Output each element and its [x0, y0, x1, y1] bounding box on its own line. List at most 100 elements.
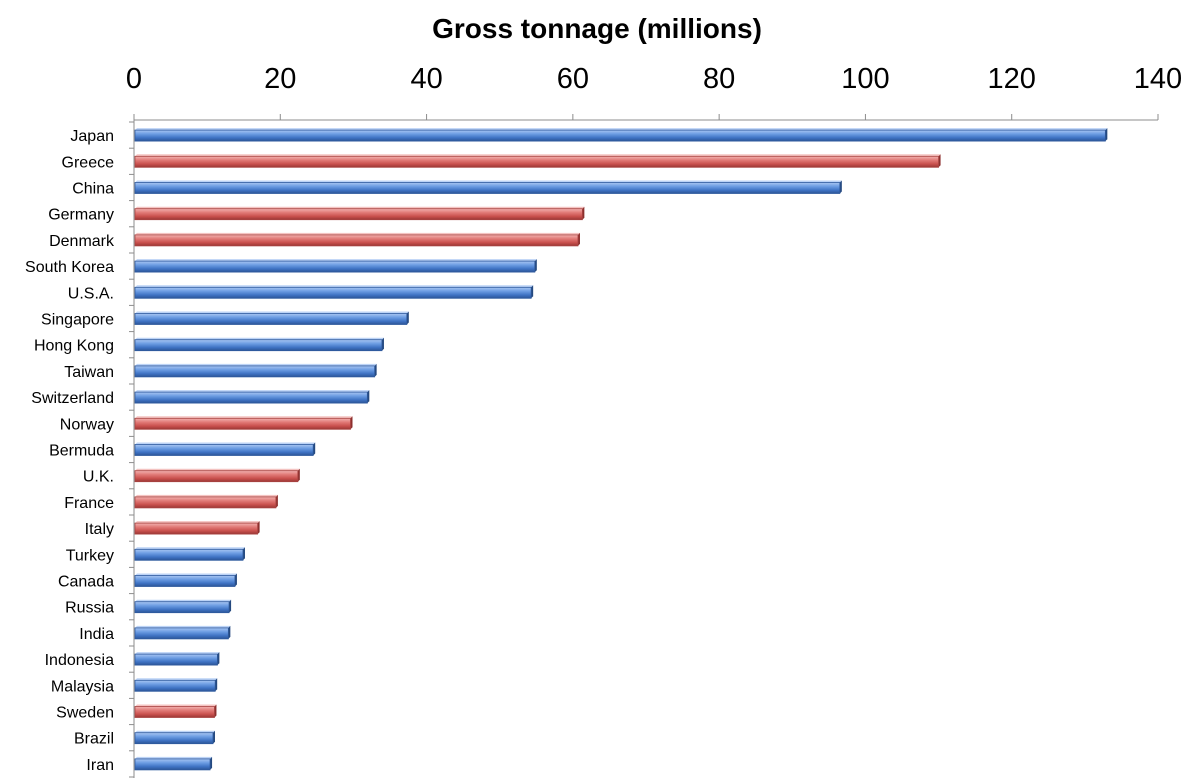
bar-top-face [135, 232, 580, 235]
bar-bermuda [134, 442, 316, 456]
bar-front-face [134, 260, 536, 273]
bar-front-face [134, 365, 376, 378]
x-tick-label: 20 [264, 63, 296, 95]
bar-front-face [134, 444, 314, 456]
bar-indonesia [134, 652, 220, 666]
bar-front-face [134, 286, 532, 299]
bar-front-face [134, 417, 351, 430]
bar-front-face [134, 758, 211, 771]
bar-front-face [134, 208, 583, 221]
bar-china [134, 180, 842, 194]
axis-layer: 0 20 40 60 80 100 120 140 [126, 63, 1182, 778]
bar-side-face [228, 625, 231, 639]
bar-top-face [135, 521, 260, 524]
category-label: Malaysia [51, 678, 114, 695]
bar-top-face [135, 390, 370, 393]
bar-top-face [135, 154, 941, 157]
bar-greece [134, 154, 941, 168]
category-label: Greece [62, 154, 115, 171]
bar-taiwan [134, 363, 377, 378]
bar-side-face [534, 259, 537, 273]
bar-top-face [135, 494, 278, 497]
category-label: Turkey [66, 547, 114, 564]
bar-front-face [134, 575, 236, 587]
chart-title: Gross tonnage (millions) [432, 13, 762, 44]
bar-layer: Japan Greece China Germany Denmark South Kore… [25, 128, 1108, 774]
bar-top-face [135, 259, 537, 262]
category-label: Germany [48, 207, 114, 224]
bar-side-face [577, 232, 580, 246]
bar-front-face [134, 679, 216, 692]
category-label: Sweden [56, 705, 114, 722]
bar-switzerland [134, 390, 370, 404]
bar-side-face [214, 704, 217, 718]
bar-side-face [313, 442, 316, 456]
bar-norway [134, 416, 353, 430]
bar-side-face [406, 311, 409, 325]
bar-top-face [135, 337, 384, 340]
bar-side-face [217, 652, 220, 666]
bar-front-face [134, 732, 214, 745]
bar-side-face [257, 521, 260, 535]
bar-top-face [135, 730, 215, 733]
bar-u-k [134, 468, 300, 483]
bar-brazil [134, 730, 215, 745]
bar-top-face [135, 285, 534, 288]
bar-side-face [531, 285, 534, 299]
category-label: Iran [86, 757, 114, 774]
category-label: Taiwan [64, 364, 114, 381]
category-label: India [79, 626, 114, 643]
category-label: Switzerland [31, 390, 114, 407]
category-label: South Korea [25, 259, 114, 276]
bar-top-face [135, 652, 220, 655]
category-label: France [64, 495, 114, 512]
category-label: Canada [58, 574, 114, 591]
bar-top-face [135, 180, 842, 183]
bar-side-face [350, 416, 353, 430]
bar-top-face [135, 311, 409, 314]
bar-france [134, 494, 278, 509]
bar-front-face [134, 627, 229, 640]
bar-top-face [135, 599, 232, 602]
category-label: Russia [65, 600, 114, 617]
bar-top-face [135, 573, 237, 576]
category-label: U.S.A. [68, 285, 114, 302]
category-label: Singapore [41, 312, 114, 329]
category-label: Norway [60, 416, 114, 433]
bar-russia [134, 599, 232, 614]
bar-side-face [229, 599, 232, 613]
bar-japan [134, 128, 1108, 142]
bar-singapore [134, 311, 409, 325]
bar-top-face [135, 442, 316, 445]
bar-top-face [135, 468, 300, 471]
bar-side-face [1105, 128, 1108, 142]
category-label: Bermuda [49, 443, 114, 460]
bar-front-face [134, 548, 244, 561]
bar-south-korea [134, 259, 537, 273]
bar-top-face [135, 678, 218, 681]
bar-malaysia [134, 678, 218, 692]
bar-side-face [215, 678, 218, 692]
bar-hong-kong [134, 337, 384, 352]
x-tick-label: 140 [1134, 63, 1182, 95]
bar-side-face [367, 390, 370, 404]
bar-front-face [134, 470, 299, 483]
bar-side-face [210, 756, 213, 770]
category-label: Hong Kong [34, 338, 114, 355]
x-tick-label: 40 [410, 63, 442, 95]
category-label: Denmark [49, 233, 115, 250]
category-label: China [72, 181, 114, 198]
category-label: Japan [70, 128, 114, 145]
bar-front-face [134, 522, 259, 535]
category-label: Indonesia [45, 652, 114, 669]
bar-top-face [135, 756, 213, 759]
bar-germany [134, 206, 585, 221]
bar-front-face [134, 129, 1106, 142]
bar-front-face [134, 496, 277, 509]
bar-side-face [212, 730, 215, 744]
bar-side-face [938, 154, 941, 168]
bar-sweden [134, 704, 217, 718]
bar-front-face [134, 339, 383, 352]
bar-side-face [242, 547, 245, 561]
